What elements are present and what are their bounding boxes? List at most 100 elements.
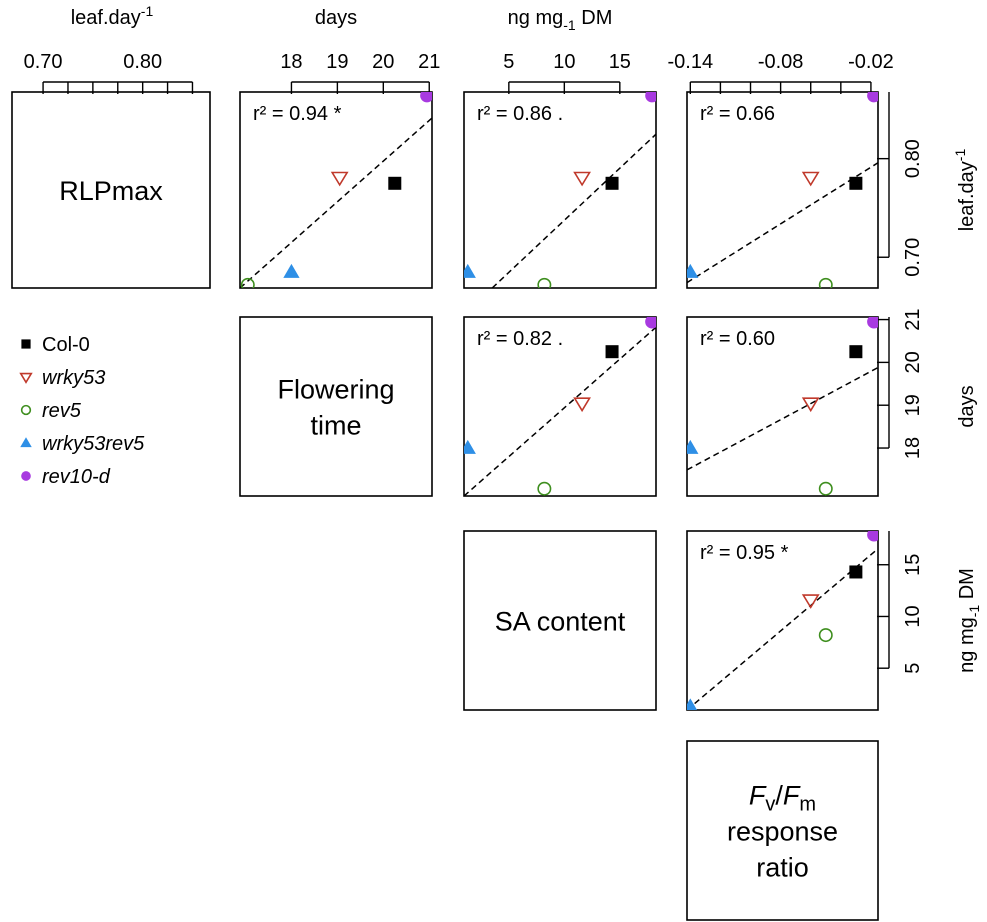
- svg-text:leaf.day-1: leaf.day-1: [952, 149, 978, 232]
- data-point-wrky53rev5: [283, 263, 300, 278]
- variable-label-fvfm: Fv/Fm: [749, 781, 816, 816]
- data-point-wrky53: [801, 397, 820, 413]
- right-axis-title-rlp: leaf.day-1: [952, 149, 978, 232]
- top-tick-label-rlp: 0.70: [24, 51, 63, 73]
- svg-text:leaf.day-1: leaf.day-1: [71, 3, 154, 29]
- top-tick-label-ft: 21: [418, 51, 440, 73]
- r-squared-label: r² = 0.82 .: [477, 328, 563, 350]
- legend-label: wrky53: [42, 367, 105, 389]
- regression-line: [464, 326, 656, 496]
- data-point-rev10-d: [867, 317, 878, 329]
- scatter-plot-area: [687, 531, 878, 710]
- top-tick-label-rlp: 0.80: [123, 51, 162, 73]
- legend-entry-rev5: rev5: [20, 400, 82, 422]
- variable-label-fvfm: ratio: [756, 853, 809, 883]
- top-tick-label-sa: 10: [553, 51, 575, 73]
- top-tick-label-sa: 5: [503, 51, 514, 73]
- data-point-rev5: [818, 628, 833, 643]
- data-point-col-0: [849, 565, 863, 579]
- top-tick-label-fvfm: -0.14: [668, 51, 714, 73]
- variable-label-ft: Flowering: [277, 375, 394, 405]
- data-point-wrky53rev5: [464, 439, 476, 454]
- svg-text:ng mg-1 DM: ng mg-1 DM: [956, 568, 982, 673]
- regression-line: [687, 548, 878, 710]
- legend-marker-rev10-d: [21, 471, 31, 481]
- data-point-rev10-d: [867, 92, 878, 103]
- top-tick-label-ft: 19: [326, 51, 348, 73]
- diagonal-panel-sa: [463, 530, 657, 711]
- variable-label-fvfm: response: [727, 817, 838, 847]
- scatter-plot-area: [464, 92, 656, 288]
- legend-marker-wrky53: [19, 372, 33, 384]
- scatter-plot-area: [687, 317, 878, 496]
- data-point-wrky53: [330, 171, 349, 187]
- top-tick-label-ft: 20: [372, 51, 394, 73]
- right-tick-label-ft: 20: [902, 351, 924, 373]
- data-point-col-0: [605, 345, 619, 359]
- regression-line: [687, 366, 878, 471]
- data-point-wrky53rev5: [687, 698, 698, 710]
- scatter-panel-ft-vs-fvfm: [686, 316, 879, 497]
- top-tick-label-ft: 18: [280, 51, 302, 73]
- data-point-col-0: [849, 345, 863, 359]
- right-tick-label-sa: 15: [902, 554, 924, 576]
- legend-label: Col-0: [42, 334, 90, 356]
- variable-label-rlp: RLPmax: [59, 176, 163, 206]
- data-point-rev10-d: [420, 92, 432, 103]
- svg-text:ng mg-1 DM: ng mg-1 DM: [508, 7, 613, 33]
- right-tick-label-rlp: 0.80: [902, 139, 924, 178]
- legend-marker-wrky53rev5: [20, 437, 32, 448]
- legend-entry-rev10-d: rev10-d: [21, 466, 111, 488]
- regression-line: [491, 133, 656, 288]
- scatter-panel-rlp-vs-sa: [463, 91, 657, 289]
- data-point-rev10-d: [867, 531, 878, 542]
- right-tick-label-sa: 10: [902, 605, 924, 627]
- svg-text:days: days: [315, 7, 357, 29]
- diagonal-panel-rlp: [11, 91, 211, 289]
- data-point-rev5: [240, 277, 255, 288]
- scatter-panel-rlp-vs-ft: [239, 91, 433, 289]
- data-point-col-0: [605, 176, 619, 190]
- data-point-rev5: [818, 277, 833, 288]
- regression-line: [687, 162, 878, 284]
- top-axis-title-sa: ng mg-1 DM: [508, 7, 613, 33]
- data-point-wrky53rev5: [687, 263, 699, 278]
- top-tick-label-sa: 15: [609, 51, 631, 73]
- data-point-rev5: [537, 277, 552, 288]
- data-point-col-0: [849, 176, 863, 190]
- right-tick-label-ft: 21: [902, 308, 924, 330]
- scatter-plot-area: [687, 92, 878, 288]
- top-tick-label-fvfm: -0.02: [848, 51, 894, 73]
- variable-label-sa: SA content: [495, 607, 626, 637]
- data-point-wrky53rev5: [464, 263, 476, 278]
- data-point-wrky53: [573, 171, 591, 187]
- scatter-panel-rlp-vs-fvfm: [686, 91, 879, 289]
- regression-line: [240, 117, 432, 288]
- r-squared-label: r² = 0.95 *: [700, 542, 789, 564]
- legend-label: wrky53rev5: [42, 433, 145, 455]
- scatter-plot-area: [464, 317, 656, 496]
- scatter-panel-ft-vs-sa: [463, 316, 657, 497]
- variable-label-ft: time: [310, 411, 361, 441]
- data-point-wrky53: [573, 397, 591, 413]
- right-axis-title-ft: days: [956, 385, 978, 427]
- legend-marker-rev5: [20, 404, 32, 416]
- r-squared-label: r² = 0.66: [700, 103, 775, 125]
- diagonal-panel-fvfm: [686, 740, 879, 921]
- legend-marker-col-0: [21, 339, 31, 349]
- r-squared-label: r² = 0.94 *: [253, 103, 342, 125]
- legend-label: rev5: [42, 400, 82, 422]
- data-point-wrky53rev5: [687, 439, 699, 454]
- right-tick-label-ft: 19: [902, 394, 924, 416]
- data-point-rev5: [818, 481, 833, 496]
- top-tick-label-fvfm: -0.08: [758, 51, 804, 73]
- diagonal-panel-ft: [239, 316, 433, 497]
- right-tick-label-rlp: 0.70: [902, 238, 924, 277]
- legend-label: rev10-d: [42, 466, 111, 488]
- data-point-wrky53: [801, 594, 820, 609]
- right-tick-label-ft: 18: [902, 437, 924, 459]
- legend-entry-wrky53rev5: wrky53rev5: [20, 433, 145, 455]
- r-squared-label: r² = 0.86 .: [477, 103, 563, 125]
- r-squared-label: r² = 0.60: [700, 328, 775, 350]
